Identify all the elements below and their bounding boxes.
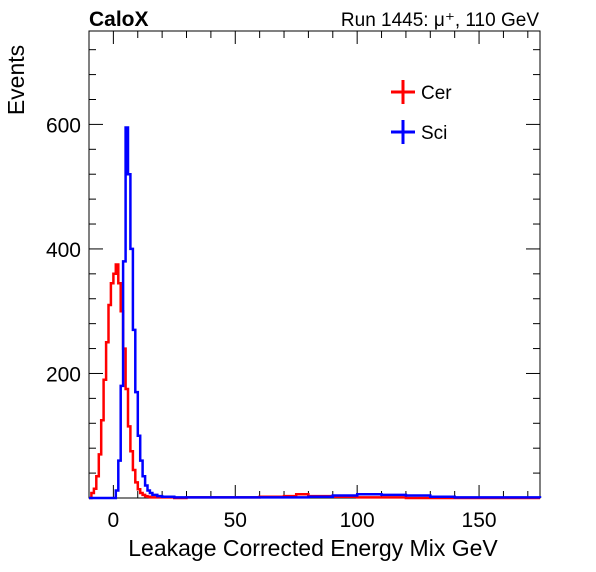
x-tick-label: 0 (108, 509, 120, 532)
x-tick-label: 50 (224, 509, 247, 532)
legend-label-cer: Cer (421, 83, 452, 104)
y-tick-label: 600 (46, 114, 81, 137)
x-tick-label: 100 (340, 509, 375, 532)
y-tick-label: 200 (46, 363, 81, 386)
series-sci-line (89, 126, 542, 500)
y-tick-label: 400 (46, 239, 81, 262)
legend-label-sci: Sci (421, 123, 447, 144)
x-axis-label: Leakage Corrected Energy Mix GeV (128, 535, 498, 561)
series-cer-line (89, 263, 540, 500)
series-layer (89, 126, 542, 500)
legend: Cer Sci (391, 80, 452, 144)
y-axis-label: Events (3, 45, 29, 115)
axis-ticks: 0 50 100 150 200 400 600 (46, 31, 540, 532)
chart-title: CaloX (89, 8, 149, 31)
plot-frame (88, 30, 541, 499)
chart-subtitle: Run 1445: μ⁺, 110 GeV (341, 10, 539, 31)
x-tick-label: 150 (462, 509, 497, 532)
